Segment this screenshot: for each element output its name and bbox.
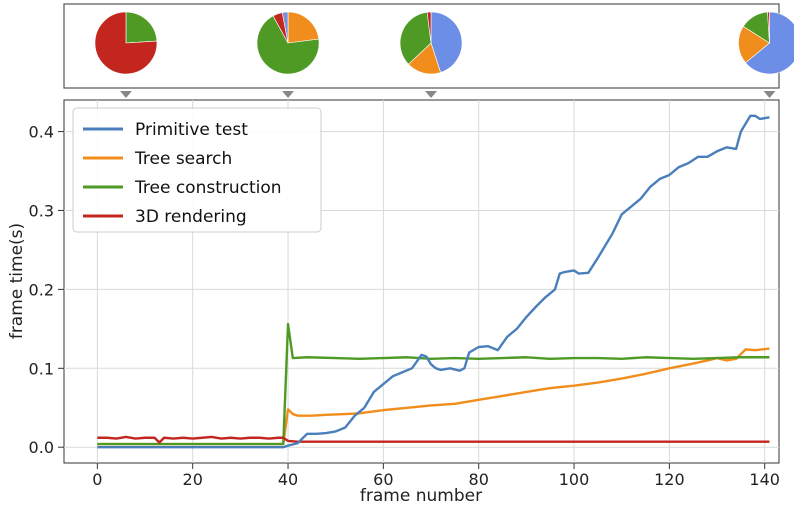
pie-slice-tree-search	[738, 25, 770, 64]
pie-slice-tree-search	[287, 11, 320, 44]
x-tick-label: 80	[469, 470, 489, 489]
x-tick-label: 60	[373, 470, 393, 489]
series-lines	[97, 114, 770, 449]
x-tick-label: 0	[92, 470, 102, 489]
pie-slice-3d-rendering	[767, 11, 770, 44]
pie-marker-triangle	[763, 91, 776, 98]
legend-entry: 3D rendering	[135, 207, 247, 227]
series-line-primitive-test	[97, 114, 770, 449]
y-axis-label: frame time(s)	[7, 223, 27, 339]
pie-chart	[399, 11, 463, 98]
x-tick-label: 20	[183, 470, 203, 489]
legend-entry: Primitive test	[135, 120, 248, 140]
y-tick-label: 0.4	[29, 123, 54, 142]
pie-slice-3d-rendering	[426, 11, 432, 44]
y-axis: 0.0 0.1 0.2 0.3 0.4	[29, 123, 64, 457]
legend-entry: Tree construction	[134, 178, 282, 198]
x-tick-label: 120	[654, 470, 685, 489]
y-tick-label: 0.2	[29, 280, 54, 299]
y-tick-label: 0.3	[29, 201, 54, 220]
x-tick-label: 100	[559, 470, 590, 489]
pie-marker-triangle	[282, 91, 295, 98]
x-tick-label: 40	[278, 470, 298, 489]
x-axis-label: frame number	[360, 486, 482, 506]
y-tick-label: 0.0	[29, 438, 54, 457]
x-tick-label: 140	[749, 470, 780, 489]
pie-marker-triangle	[119, 91, 132, 98]
pie-marker-triangle	[425, 91, 438, 98]
pie-slice-3d-rendering	[94, 11, 158, 75]
pie-chart	[256, 11, 320, 98]
x-axis: 0 20 40 60 80 100 120 140	[92, 463, 780, 489]
legend-box	[72, 107, 322, 233]
pie-strip	[94, 11, 794, 98]
pie-chart	[94, 11, 158, 98]
y-tick-label: 0.1	[29, 359, 54, 378]
series-line-tree-construction	[97, 322, 770, 446]
pie-slice-tree-construction	[399, 11, 432, 65]
pie-slice-tree-construction	[125, 11, 158, 44]
pie-chart	[738, 11, 794, 98]
legend-entry: Tree search	[134, 149, 232, 169]
legend: Primitive test Tree search Tree constructi…	[72, 107, 322, 233]
series-line-3d-rendering	[97, 435, 770, 444]
pie-slice-primitive-test	[281, 11, 289, 44]
pie-slice-tree-construction	[256, 15, 320, 75]
pie-slice-primitive-test	[430, 11, 463, 73]
